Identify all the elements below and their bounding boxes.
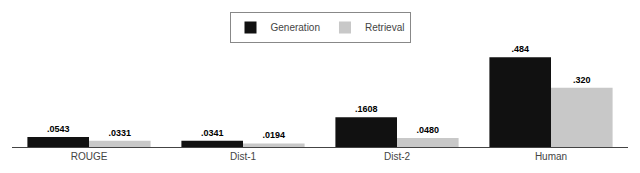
svg-text:Generation: Generation [271, 22, 320, 33]
svg-text:Dist-2: Dist-2 [384, 151, 411, 162]
svg-text:.1608: .1608 [355, 104, 378, 114]
svg-text:Dist-1: Dist-1 [230, 151, 257, 162]
svg-text:Retrieval: Retrieval [365, 22, 404, 33]
svg-text:.0194: .0194 [263, 130, 286, 140]
svg-text:.0543: .0543 [47, 124, 70, 134]
svg-text:ROUGE: ROUGE [71, 151, 108, 162]
svg-text:.484: .484 [511, 44, 529, 54]
svg-text:.0341: .0341 [201, 128, 224, 138]
svg-text:.320: .320 [573, 75, 591, 85]
svg-text:.0331: .0331 [109, 128, 132, 138]
svg-text:Human: Human [535, 151, 567, 162]
svg-text:.0480: .0480 [417, 125, 440, 135]
